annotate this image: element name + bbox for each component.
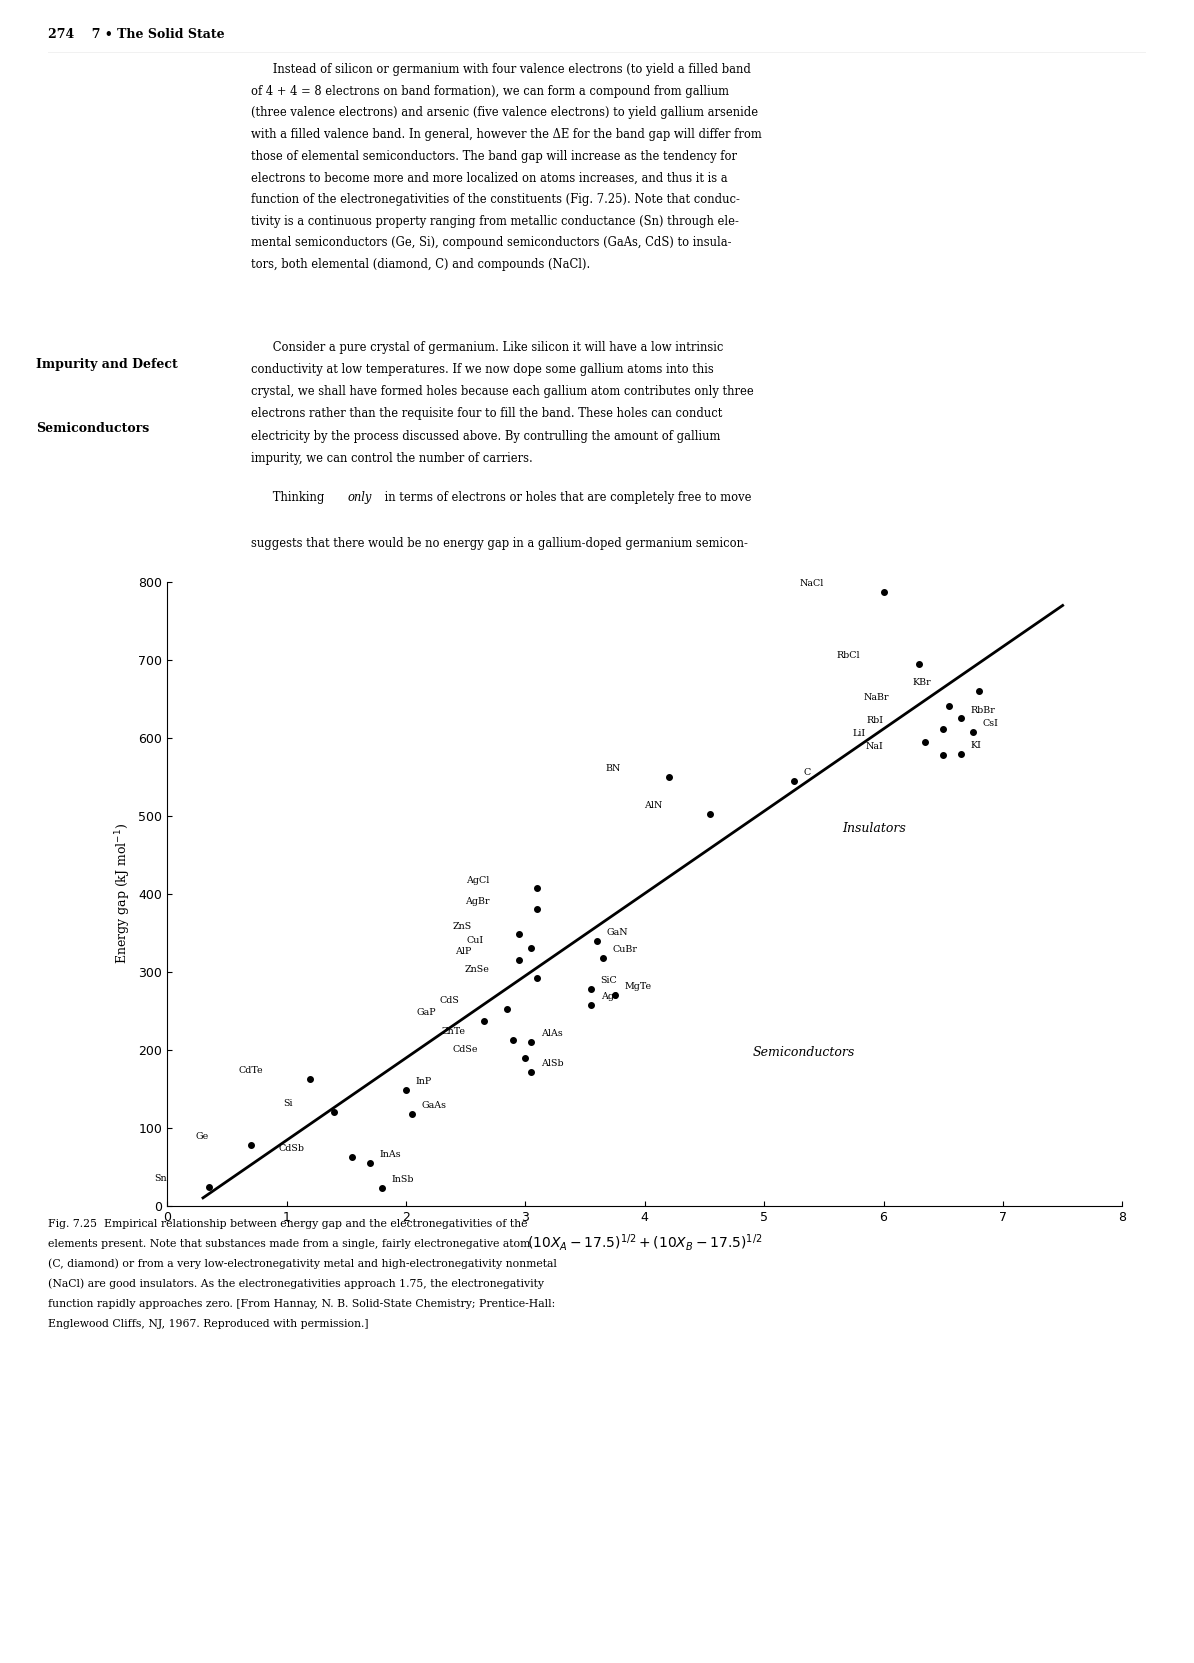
Text: tivity is a continuous property ranging from metallic conductance (Sn) through e: tivity is a continuous property ranging … bbox=[251, 215, 739, 228]
Text: GaP: GaP bbox=[417, 1008, 436, 1018]
Text: those of elemental semiconductors. The band gap will increase as the tendency fo: those of elemental semiconductors. The b… bbox=[251, 150, 737, 163]
X-axis label: $(10X_A - 17.5)^{1/2} + (10X_B - 17.5)^{1/2}$: $(10X_A - 17.5)^{1/2} + (10X_B - 17.5)^{… bbox=[527, 1232, 763, 1252]
Text: GaN: GaN bbox=[607, 928, 628, 936]
Text: AlP: AlP bbox=[455, 948, 472, 956]
Text: (three valence electrons) and arsenic (five valence electrons) to yield gallium : (three valence electrons) and arsenic (f… bbox=[251, 106, 758, 120]
Text: Sn: Sn bbox=[154, 1174, 167, 1182]
Y-axis label: Energy gap (kJ mol$^{-1}$): Energy gap (kJ mol$^{-1}$) bbox=[113, 823, 133, 965]
Text: conductivity at low temperatures. If we now dope some gallium atoms into this: conductivity at low temperatures. If we … bbox=[251, 363, 714, 376]
Text: suggests that there would be no energy gap in a gallium-doped germanium semicon-: suggests that there would be no energy g… bbox=[251, 537, 747, 550]
Text: Semiconductors: Semiconductors bbox=[752, 1046, 855, 1059]
Text: CdSb: CdSb bbox=[278, 1144, 304, 1154]
Text: electrons to become more and more localized on atoms increases, and thus it is a: electrons to become more and more locali… bbox=[251, 171, 727, 185]
Text: Impurity and Defect: Impurity and Defect bbox=[36, 358, 178, 371]
Text: CdS: CdS bbox=[439, 996, 460, 1006]
Text: AgCl: AgCl bbox=[466, 875, 490, 885]
Text: 274    7 • The Solid State: 274 7 • The Solid State bbox=[48, 28, 224, 42]
Text: in terms of electrons or holes that are completely free to move: in terms of electrons or holes that are … bbox=[381, 491, 751, 504]
Text: (C, diamond) or from a very low-electronegativity metal and high-electronegativi: (C, diamond) or from a very low-electron… bbox=[48, 1259, 556, 1269]
Text: NaBr: NaBr bbox=[864, 693, 890, 702]
Text: mental semiconductors (Ge, Si), compound semiconductors (GaAs, CdS) to insula-: mental semiconductors (Ge, Si), compound… bbox=[251, 236, 731, 249]
Text: LiI: LiI bbox=[853, 728, 866, 738]
Text: Instead of silicon or germanium with four valence electrons (to yield a filled b: Instead of silicon or germanium with fou… bbox=[251, 63, 751, 76]
Text: function of the electronegativities of the constituents (Fig. 7.25). Note that c: function of the electronegativities of t… bbox=[251, 193, 739, 206]
Text: Ge: Ge bbox=[196, 1133, 209, 1141]
Text: RbCl: RbCl bbox=[836, 650, 860, 660]
Text: MgTe: MgTe bbox=[624, 983, 652, 991]
Text: Fig. 7.25  Empirical relationship between energy gap and the electronegativities: Fig. 7.25 Empirical relationship between… bbox=[48, 1219, 528, 1229]
Text: KI: KI bbox=[971, 740, 981, 750]
Text: ZnS: ZnS bbox=[453, 921, 472, 931]
Text: ZnSe: ZnSe bbox=[464, 965, 490, 975]
Text: AlAs: AlAs bbox=[541, 1029, 562, 1038]
Text: RbI: RbI bbox=[867, 715, 884, 725]
Text: Thinking: Thinking bbox=[251, 491, 327, 504]
Text: NaI: NaI bbox=[866, 742, 884, 752]
Text: of 4 + 4 = 8 electrons on band formation), we can form a compound from gallium: of 4 + 4 = 8 electrons on band formation… bbox=[251, 85, 728, 98]
Text: Semiconductors: Semiconductors bbox=[36, 421, 149, 434]
Text: Insulators: Insulators bbox=[842, 822, 905, 835]
Text: impurity, we can control the number of carriers.: impurity, we can control the number of c… bbox=[251, 452, 533, 464]
Text: electricity by the process discussed above. By contrulling the amount of gallium: electricity by the process discussed abo… bbox=[251, 429, 720, 442]
Text: AlN: AlN bbox=[645, 802, 663, 810]
Text: InP: InP bbox=[416, 1078, 432, 1086]
Text: ZnTe: ZnTe bbox=[442, 1026, 466, 1036]
Text: CuBr: CuBr bbox=[613, 945, 638, 955]
Text: BN: BN bbox=[605, 763, 621, 773]
Text: with a filled valence band. In general, however the ΔE for the band gap will dif: with a filled valence band. In general, … bbox=[251, 128, 762, 141]
Text: electrons rather than the requisite four to fill the band. These holes can condu: electrons rather than the requisite four… bbox=[251, 407, 722, 421]
Text: RbBr: RbBr bbox=[971, 705, 996, 715]
Text: Consider a pure crystal of germanium. Like silicon it will have a low intrinsic: Consider a pure crystal of germanium. Li… bbox=[251, 341, 724, 354]
Text: SiC: SiC bbox=[601, 976, 617, 984]
Text: only: only bbox=[347, 491, 371, 504]
Text: (NaCl) are good insulators. As the electronegativities approach 1.75, the electr: (NaCl) are good insulators. As the elect… bbox=[48, 1279, 543, 1289]
Text: CsI: CsI bbox=[983, 718, 998, 728]
Text: CuI: CuI bbox=[467, 936, 484, 945]
Text: CdTe: CdTe bbox=[238, 1066, 263, 1074]
Text: CdSe: CdSe bbox=[453, 1044, 478, 1054]
Text: InSb: InSb bbox=[392, 1174, 414, 1184]
Text: AgI: AgI bbox=[601, 991, 617, 1001]
Text: AgBr: AgBr bbox=[464, 896, 490, 906]
Text: crystal, we shall have formed holes because each gallium atom contributes only t: crystal, we shall have formed holes beca… bbox=[251, 386, 753, 397]
Text: InAs: InAs bbox=[380, 1149, 401, 1159]
Text: function rapidly approaches zero. [From Hannay, N. B. Solid-State Chemistry; Pre: function rapidly approaches zero. [From … bbox=[48, 1299, 555, 1309]
Text: AlSb: AlSb bbox=[541, 1059, 564, 1068]
Text: Englewood Cliffs, NJ, 1967. Reproduced with permission.]: Englewood Cliffs, NJ, 1967. Reproduced w… bbox=[48, 1319, 368, 1329]
Text: Si: Si bbox=[283, 1099, 293, 1108]
Text: KBr: KBr bbox=[912, 679, 931, 687]
Text: NaCl: NaCl bbox=[800, 579, 824, 589]
Text: elements present. Note that substances made from a single, fairly electronegativ: elements present. Note that substances m… bbox=[48, 1239, 530, 1249]
Text: tors, both elemental (diamond, C) and compounds (NaCl).: tors, both elemental (diamond, C) and co… bbox=[251, 258, 590, 271]
Text: C: C bbox=[804, 768, 811, 777]
Text: GaAs: GaAs bbox=[421, 1101, 447, 1109]
